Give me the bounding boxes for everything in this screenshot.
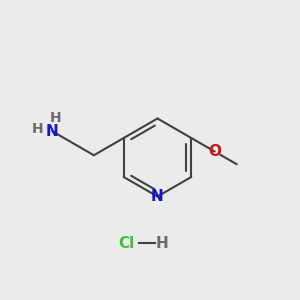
Text: H: H <box>156 236 168 250</box>
Text: Cl: Cl <box>118 236 134 250</box>
Text: N: N <box>46 124 59 139</box>
Text: N: N <box>151 189 164 204</box>
Text: H: H <box>32 122 44 136</box>
Text: H: H <box>50 111 61 125</box>
Text: O: O <box>208 144 221 159</box>
